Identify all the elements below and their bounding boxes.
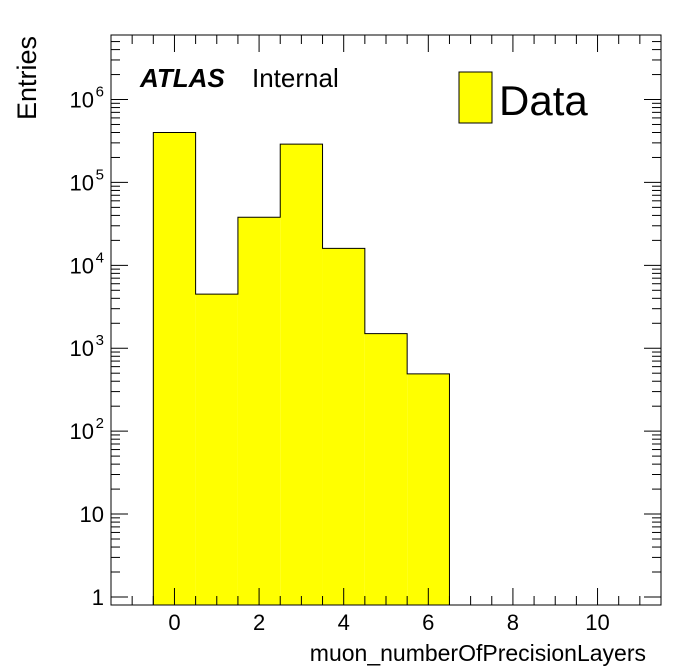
atlas-label: ATLAS	[139, 63, 225, 93]
y-tick-exponent: 4	[96, 249, 104, 266]
x-tick-label: 4	[338, 610, 350, 635]
y-tick-label: 10	[80, 502, 104, 527]
y-axis-title: Entries	[12, 36, 42, 120]
histogram-bar-1	[195, 294, 238, 605]
histogram-outline	[152, 132, 450, 605]
y-tick-exponent: 6	[96, 84, 104, 101]
atlas-status-label: Internal	[252, 63, 339, 93]
y-tick-exponent: 2	[96, 415, 104, 432]
histogram-bar-0	[153, 132, 196, 605]
y-tick-label: 10	[70, 170, 94, 195]
x-tick-label: 0	[168, 610, 180, 635]
x-tick-labels: 0 2 4 6 8 10	[168, 610, 609, 635]
histogram-bar-3	[280, 144, 323, 606]
y-tick-label: 10	[70, 253, 94, 278]
x-axis-title: muon_numberOfPrecisionLayers	[310, 640, 646, 666]
legend-swatch	[458, 71, 493, 124]
y-tick-label: 10	[70, 88, 94, 113]
y-tick-label: 10	[70, 336, 94, 361]
histogram-bar-5	[364, 333, 408, 605]
y-tick-exponent: 5	[96, 166, 104, 183]
x-tick-label: 2	[253, 610, 265, 635]
x-tick-label: 6	[422, 610, 434, 635]
bars-group	[152, 132, 450, 606]
y-tick-label: 10	[70, 419, 94, 444]
y-tick-exponent: 3	[96, 332, 104, 349]
histogram-bar-2	[237, 217, 281, 605]
x-tick-label: 10	[585, 610, 609, 635]
y-tick-label: 1	[92, 585, 104, 610]
legend: Data	[458, 71, 588, 124]
ticks-group	[110, 34, 662, 605]
histogram-bar-6	[407, 373, 450, 605]
legend-entry-data: Data	[499, 77, 588, 124]
x-tick-label: 8	[507, 610, 519, 635]
histogram-bar-4	[322, 248, 365, 605]
